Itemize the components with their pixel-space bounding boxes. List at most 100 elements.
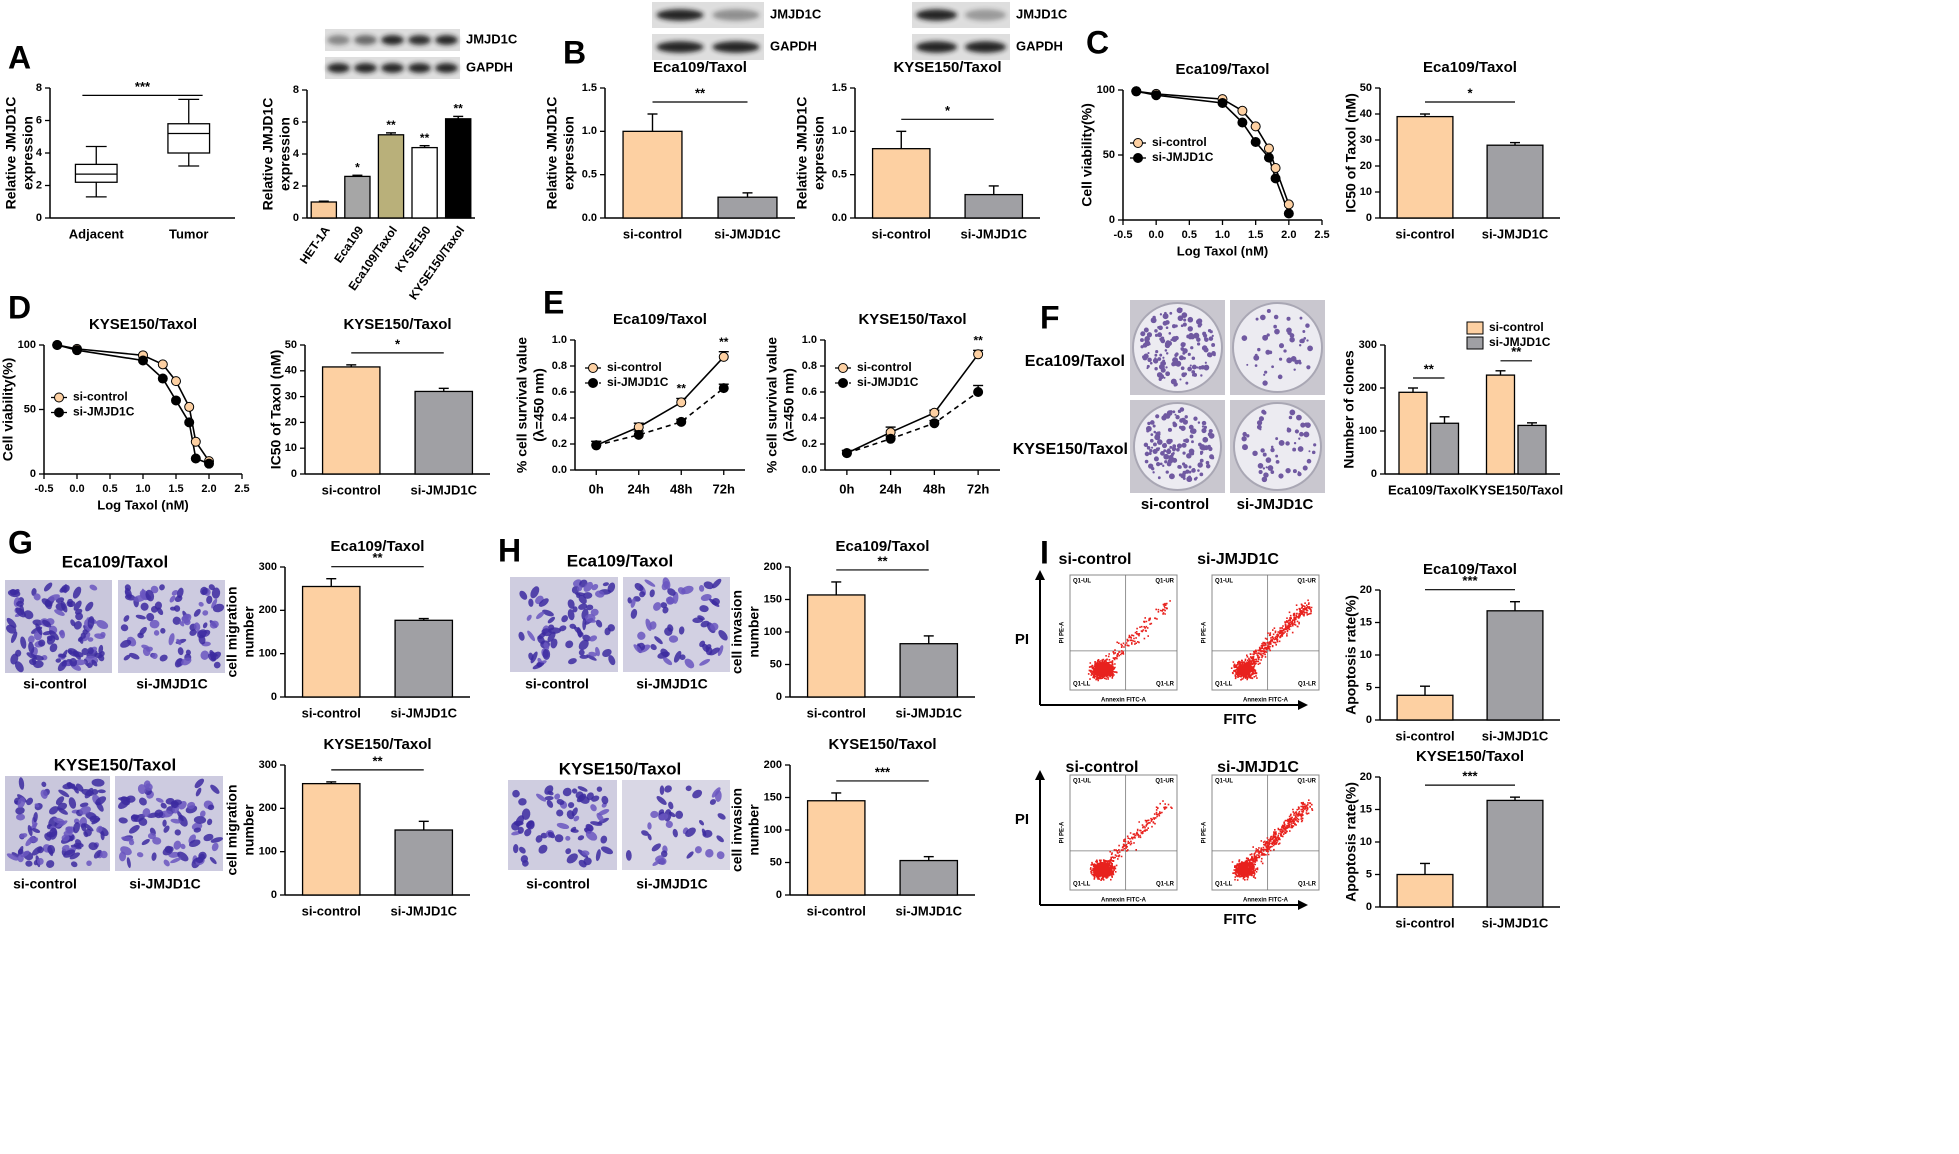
cell	[547, 790, 554, 796]
significance-label: **	[973, 334, 983, 348]
cell	[48, 806, 59, 815]
cell	[98, 654, 105, 662]
cell	[658, 813, 669, 821]
cell	[165, 797, 175, 805]
quadrant-label: Q1-LL	[1215, 882, 1233, 888]
cell	[698, 819, 705, 826]
cell	[556, 809, 564, 817]
cell	[163, 859, 170, 867]
cell	[87, 647, 94, 655]
cell	[60, 600, 68, 613]
legend-label: si-JMJD1C	[857, 375, 919, 389]
bar	[377, 134, 405, 219]
x-tick-label: 0.5	[1182, 229, 1197, 241]
cell	[156, 607, 164, 616]
cell	[25, 836, 35, 847]
cell	[686, 851, 694, 859]
quadrant-label: Q1-UR	[1155, 779, 1174, 785]
y-tick-label: 30	[285, 391, 297, 403]
y-tick-label: 20	[1360, 771, 1372, 783]
y-axis-label: number	[746, 804, 762, 856]
cell	[566, 853, 578, 864]
cell	[199, 810, 206, 818]
panel-title: KYSE150/Taxol	[54, 755, 177, 774]
column-label: si-control	[525, 676, 589, 692]
cell	[61, 844, 70, 851]
bar	[301, 585, 361, 698]
significance-label: ***	[1462, 573, 1478, 588]
cell	[209, 620, 219, 629]
cell	[565, 835, 571, 841]
cell	[573, 815, 580, 822]
cell	[554, 834, 564, 843]
y-tick-label: 15	[1360, 616, 1372, 628]
blot-band	[408, 63, 431, 73]
cell	[163, 825, 170, 833]
y-tick-label: 150	[764, 593, 782, 605]
y-tick-label: 200	[764, 561, 782, 573]
cell	[55, 658, 62, 663]
x-tick-label: Tumor	[169, 226, 208, 241]
y-axis-label: % cell survival value	[764, 337, 780, 473]
cell	[176, 810, 184, 822]
y-tick-label: 100	[764, 824, 782, 836]
cell	[664, 785, 672, 793]
cell	[667, 588, 676, 596]
cell	[126, 795, 136, 803]
y-tick-label: 0	[271, 691, 277, 703]
y-axis-label: Relative JMJD1C	[544, 97, 560, 210]
plot-axis-label: PI PE-A	[1202, 821, 1208, 843]
x-tick-label: si-control	[1395, 915, 1454, 930]
y-tick-label: 10	[1360, 186, 1372, 198]
cell	[590, 608, 599, 616]
cell	[17, 854, 24, 863]
cell	[559, 625, 567, 632]
cell	[562, 787, 572, 797]
cell	[193, 622, 201, 631]
cell	[142, 647, 151, 657]
column-label: si-control	[23, 676, 87, 692]
cell	[69, 852, 80, 860]
chart-title: Eca109/Taxol	[1423, 561, 1517, 578]
cell	[660, 602, 668, 609]
quadrant-label: Q1-UR	[1297, 779, 1316, 785]
cell	[194, 778, 205, 789]
data-point	[1283, 208, 1294, 219]
cell	[162, 846, 174, 856]
cell	[83, 823, 94, 832]
cell	[172, 616, 181, 625]
cell	[567, 609, 575, 621]
cell	[73, 822, 81, 834]
cell	[18, 777, 25, 790]
cell	[42, 619, 52, 628]
cell	[202, 610, 209, 616]
cell	[73, 600, 82, 611]
cell	[699, 658, 711, 666]
cell	[521, 808, 531, 820]
cell	[591, 795, 600, 802]
y-tick-label: 30	[1360, 134, 1372, 146]
cell	[187, 801, 196, 810]
cell	[717, 645, 724, 657]
y-tick-label: 0.4	[552, 412, 568, 424]
x-tick-label: si-JMJD1C	[896, 705, 963, 720]
cell	[700, 620, 710, 628]
x-tick-label: 0h	[589, 481, 604, 496]
cell	[87, 637, 94, 642]
cell	[538, 844, 548, 854]
significance-label: **	[719, 335, 729, 349]
cell	[513, 820, 524, 826]
cell	[26, 797, 34, 806]
data-point	[1250, 137, 1261, 147]
blot-band	[327, 35, 350, 45]
cell	[27, 824, 33, 837]
cell	[14, 661, 24, 673]
cell	[700, 594, 712, 602]
x-tick-label: si-JMJD1C	[1482, 226, 1549, 241]
cell	[19, 604, 25, 615]
cell	[26, 652, 37, 660]
cell	[705, 646, 713, 656]
y-tick-label: 0	[271, 889, 277, 901]
cell	[120, 846, 132, 856]
